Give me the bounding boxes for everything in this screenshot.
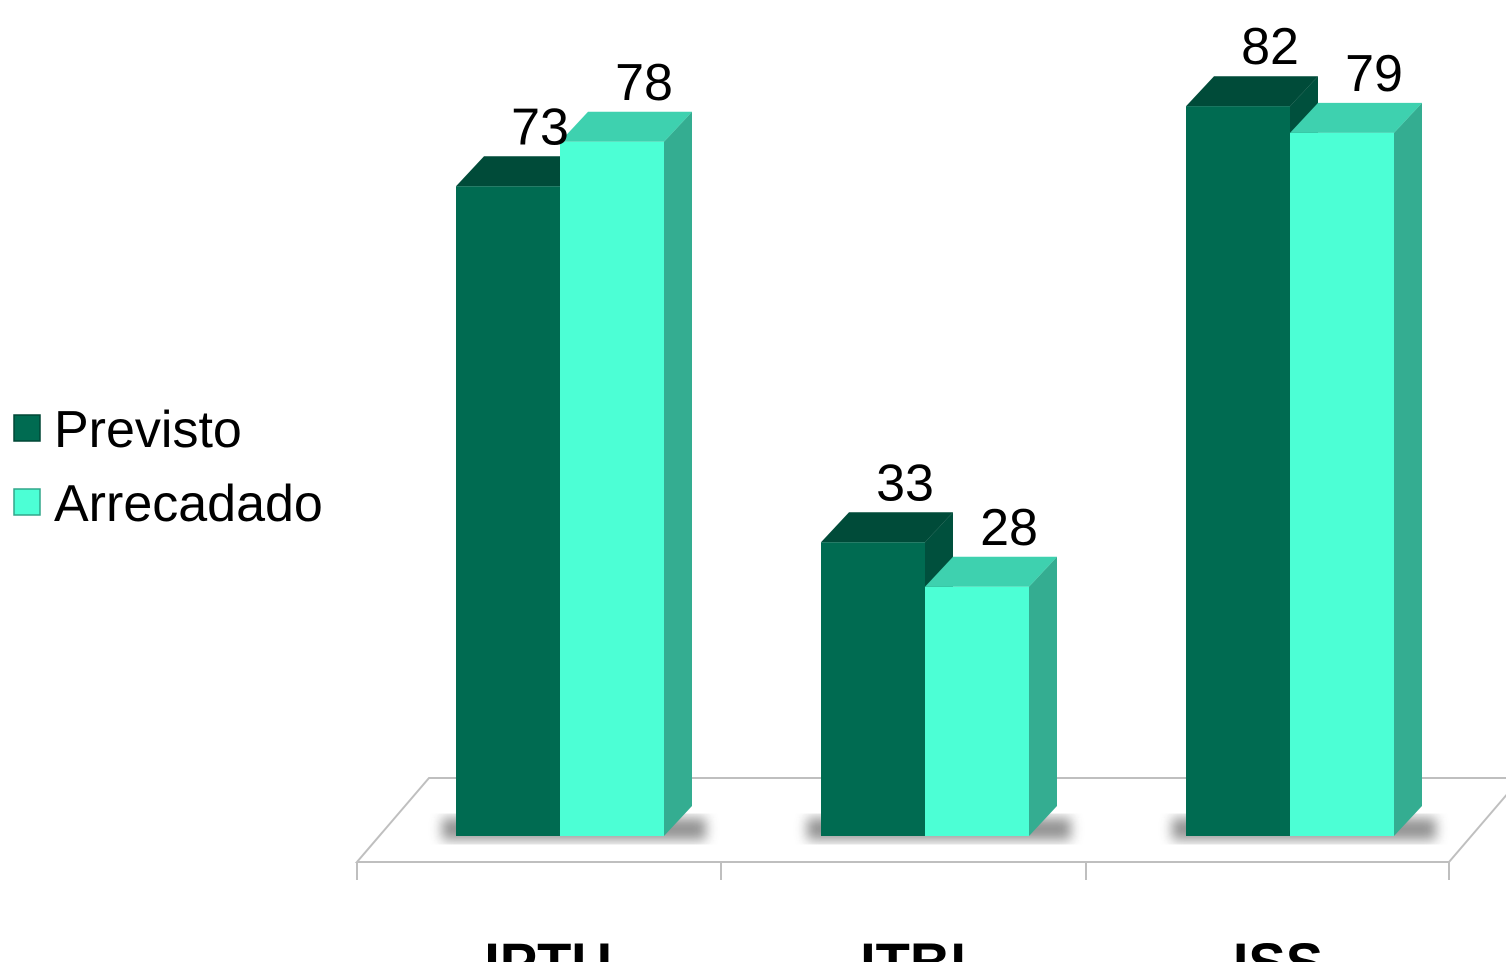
legend-item-arrecadado: Arrecadado bbox=[13, 475, 323, 533]
bar-front-face bbox=[1290, 132, 1394, 836]
legend-label-arrecadado: Arrecadado bbox=[54, 475, 323, 533]
bar-top-face bbox=[456, 156, 588, 187]
bar-front-face bbox=[456, 186, 560, 837]
bar-top-face bbox=[560, 111, 692, 142]
data-label-iptu-arrecadado: 78 bbox=[615, 54, 673, 112]
bar-iptu-arrecadado bbox=[560, 111, 692, 837]
bar-itbi-arrecadado bbox=[925, 556, 1057, 836]
category-label-iss: ISS bbox=[1233, 931, 1323, 962]
data-label-iss-arrecadado: 79 bbox=[1345, 45, 1403, 103]
data-label-itbi-previsto: 33 bbox=[876, 454, 934, 512]
data-label-iptu-previsto: 73 bbox=[511, 98, 569, 156]
bar-group-iptu bbox=[442, 111, 706, 840]
bar-side-face bbox=[1029, 556, 1057, 836]
bar-group-iss bbox=[1172, 76, 1436, 840]
bar-iss-arrecadado bbox=[1290, 102, 1422, 836]
bar-group-itbi bbox=[807, 512, 1071, 840]
category-label-itbi: ITBI bbox=[860, 931, 966, 962]
bar-top-face bbox=[1186, 76, 1318, 107]
data-label-itbi-arrecadado: 28 bbox=[980, 499, 1038, 557]
category-label-iptu: IPTU bbox=[484, 931, 612, 962]
bar-front-face bbox=[925, 586, 1029, 836]
bar-front-face bbox=[560, 141, 664, 837]
bar-front-face bbox=[1186, 106, 1290, 836]
bar-front-face bbox=[821, 542, 925, 836]
bar-top-face bbox=[821, 512, 953, 543]
legend: Previsto Arrecadado bbox=[13, 401, 323, 533]
legend-label-previsto: Previsto bbox=[54, 401, 242, 459]
legend-item-previsto: Previsto bbox=[13, 401, 242, 459]
bar-side-face bbox=[1394, 102, 1422, 836]
bar-side-face bbox=[664, 111, 692, 837]
legend-swatch-previsto bbox=[13, 414, 41, 442]
data-label-iss-previsto: 82 bbox=[1241, 18, 1299, 76]
bar-top-face bbox=[1290, 102, 1422, 133]
legend-swatch-arrecadado bbox=[13, 488, 41, 516]
bar-top-face bbox=[925, 556, 1057, 587]
